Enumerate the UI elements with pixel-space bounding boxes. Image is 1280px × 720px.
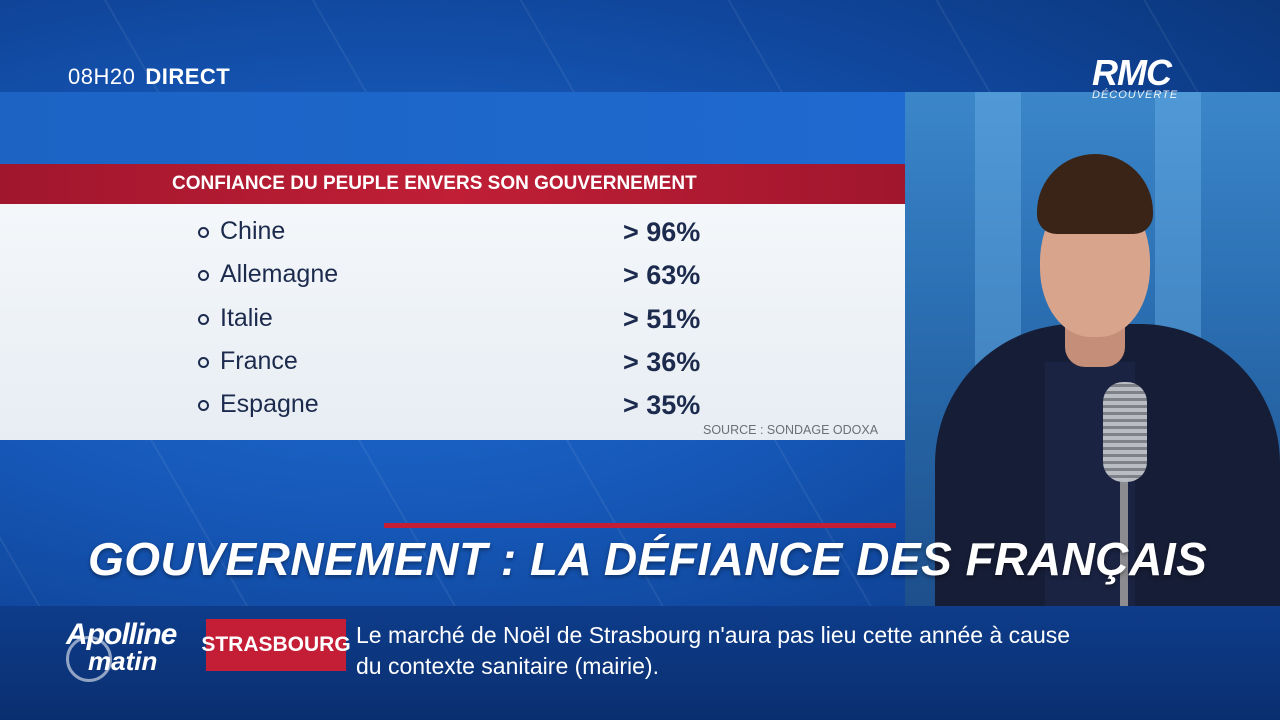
clock-icon <box>66 636 112 682</box>
show-name-line1: Apolline <box>66 618 177 651</box>
country-name: Espagne <box>220 390 319 418</box>
poll-panel: CONFIANCE DU PEUPLE ENVERS SON GOUVERNEM… <box>0 92 905 440</box>
channel-subname: DÉCOUVERTE <box>1092 89 1179 101</box>
poll-title-bar: CONFIANCE DU PEUPLE ENVERS SON GOUVERNEM… <box>0 164 905 204</box>
bullet-icon <box>198 227 209 238</box>
confidence-value: > 96% <box>623 217 701 247</box>
poll-title: CONFIANCE DU PEUPLE ENVERS SON GOUVERNEM… <box>172 173 697 194</box>
bullet-icon <box>198 314 209 325</box>
ticker-tag: STRASBOURG <box>201 619 351 671</box>
ticker-text-line1: Le marché de Noël de Strasbourg n'aura p… <box>356 622 1071 648</box>
channel-name: RMC <box>1092 52 1172 93</box>
broadcast-time: 08H20 <box>68 64 136 89</box>
bullet-icon <box>198 357 209 368</box>
poll-row: Italie > 51% <box>198 302 758 338</box>
microphone-stand <box>1120 472 1128 606</box>
bullet-icon <box>198 270 209 281</box>
studio-video <box>905 92 1280 606</box>
headline-accent-line <box>384 523 896 528</box>
bullet-icon <box>198 400 209 411</box>
poll-row: Chine > 96% <box>198 215 758 251</box>
broadcast-status: 08H20 DIRECT <box>68 64 230 90</box>
channel-logo: RMC DÉCOUVERTE <box>1092 52 1179 102</box>
confidence-value: > 35% <box>623 390 701 420</box>
country-name: Italie <box>220 304 273 332</box>
show-name-line2: matin <box>88 646 158 676</box>
ticker-text-line2: du contexte sanitaire (mairie). <box>356 653 659 679</box>
confidence-value: > 63% <box>623 260 701 290</box>
country-name: Allemagne <box>220 260 339 288</box>
panel-top-band <box>0 92 905 164</box>
poll-body <box>0 204 905 440</box>
show-logo: Apolline matin <box>66 618 177 677</box>
confidence-value: > 51% <box>623 304 701 334</box>
ticker-text: Le marché de Noël de Strasbourg n'aura p… <box>356 620 1256 682</box>
headline: GOUVERNEMENT : LA DÉFIANCE DES FRANÇAIS <box>88 533 1208 585</box>
poll-row: France > 36% <box>198 345 758 381</box>
country-name: Chine <box>220 217 286 245</box>
live-label: DIRECT <box>145 64 231 89</box>
presenter-hair <box>1037 154 1153 234</box>
poll-row: Allemagne > 63% <box>198 258 758 294</box>
confidence-value: > 36% <box>623 347 701 377</box>
poll-row: Espagne > 35% <box>198 388 758 424</box>
poll-source: SOURCE : SONDAGE ODOXA <box>703 423 879 437</box>
country-name: France <box>220 347 298 375</box>
microphone-icon <box>1103 382 1147 482</box>
